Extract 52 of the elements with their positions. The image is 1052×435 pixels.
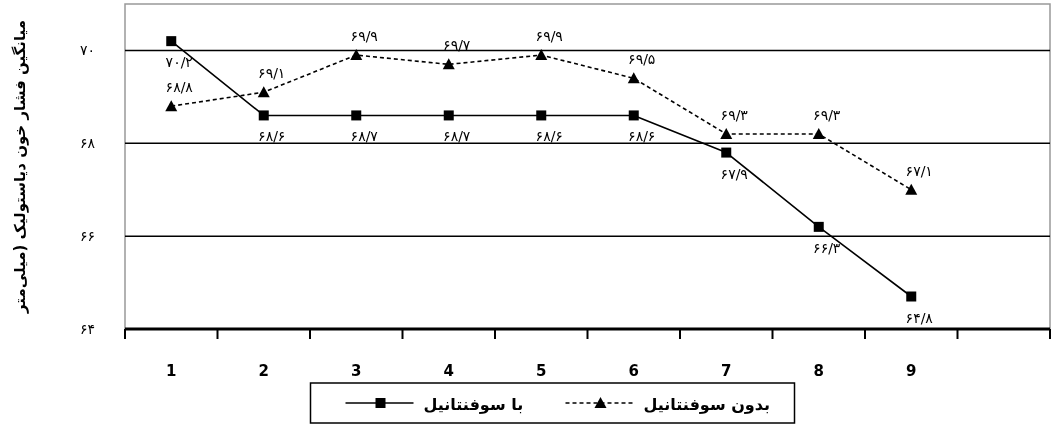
data-label: ۶۶/۳ bbox=[813, 239, 841, 256]
data-label: ۷۰/۲ bbox=[165, 54, 193, 71]
data-label: ۶۸/۶ bbox=[628, 128, 656, 145]
point bbox=[720, 128, 733, 139]
data-label: ۶۸/۷ bbox=[350, 128, 379, 145]
data-label: ۶۸/۷ bbox=[443, 128, 471, 145]
data-label: ۶۹/۹ bbox=[350, 28, 378, 45]
y-tick-label: ۶۴ bbox=[79, 321, 95, 337]
point bbox=[536, 110, 547, 121]
data-label: ۶۸/۶ bbox=[258, 128, 286, 145]
point bbox=[258, 110, 269, 121]
x-tick-label: 4 bbox=[443, 362, 454, 380]
y-axis-title: میانگین فشار خون دیاستولیک (میلی‌متر bbox=[11, 20, 29, 314]
point bbox=[813, 221, 824, 232]
data-label: ۶۷/۹ bbox=[720, 165, 748, 182]
data-label: ۶۹/۷ bbox=[443, 37, 471, 54]
y-tick-label: ۷۰ bbox=[79, 42, 95, 59]
point bbox=[812, 128, 825, 139]
x-tick-label: 2 bbox=[258, 362, 269, 380]
x-tick-label: 5 bbox=[536, 362, 547, 380]
data-label: ۶۷/۱ bbox=[905, 162, 933, 179]
x-tick-label: 9 bbox=[906, 362, 917, 380]
data-label: ۶۹/۵ bbox=[628, 51, 656, 68]
point bbox=[905, 183, 918, 195]
point bbox=[350, 49, 363, 61]
x-tick-label: 8 bbox=[813, 362, 824, 380]
x-tick-label: 7 bbox=[721, 362, 732, 380]
point bbox=[443, 110, 454, 121]
y-tick-label: ۶۸ bbox=[79, 135, 96, 152]
legend-label: با سوفنتانیل bbox=[423, 395, 524, 414]
x-tick-label: 1 bbox=[166, 362, 177, 380]
y-tick-label: ۶۶ bbox=[79, 228, 95, 245]
point bbox=[166, 36, 177, 47]
data-label: ۶۸/۸ bbox=[165, 79, 194, 96]
point bbox=[442, 58, 455, 70]
point bbox=[535, 49, 548, 61]
point bbox=[627, 72, 640, 84]
point bbox=[906, 291, 917, 302]
data-label: ۶۹/۱ bbox=[258, 65, 286, 82]
point bbox=[628, 110, 639, 121]
data-label: ۶۹/۹ bbox=[535, 28, 563, 45]
data-label: ۶۹/۳ bbox=[813, 107, 841, 123]
data-label: ۶۹/۳ bbox=[720, 107, 749, 123]
data-label: ۶۸/۶ bbox=[535, 128, 563, 145]
legend-label: بدون سوفنتانیل bbox=[643, 395, 771, 414]
point bbox=[257, 86, 270, 98]
x-tick-label: 6 bbox=[628, 362, 639, 380]
point bbox=[351, 110, 362, 121]
x-tick-label: 3 bbox=[351, 362, 362, 380]
point bbox=[165, 100, 178, 112]
data-label: ۶۴/۸ bbox=[905, 309, 934, 326]
point bbox=[721, 147, 732, 158]
